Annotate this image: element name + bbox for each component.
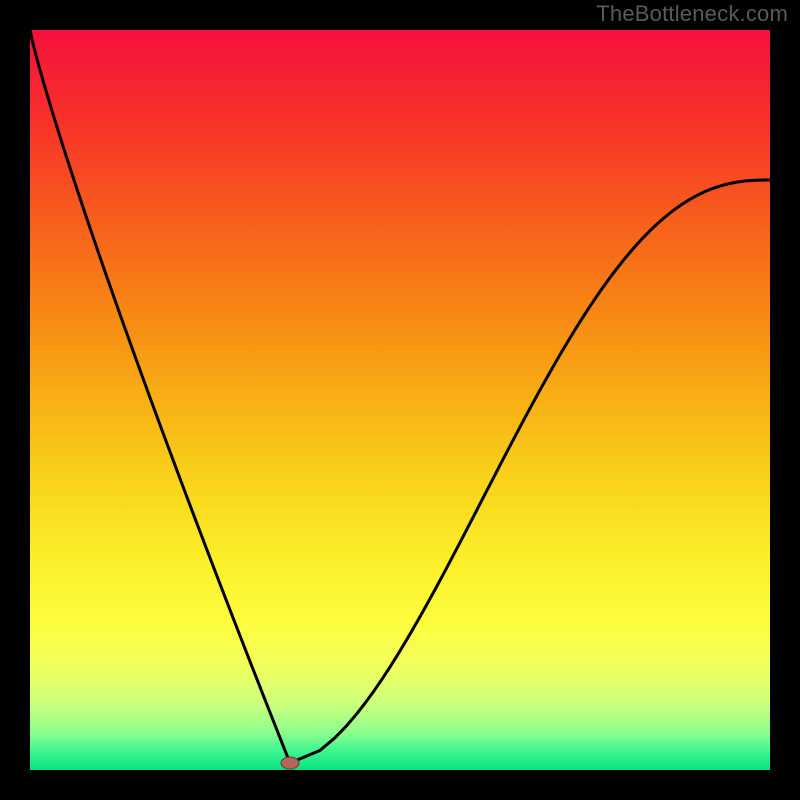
minimum-marker [281,757,299,769]
plot-background [30,30,770,770]
watermark-text: TheBottleneck.com [596,1,788,27]
bottleneck-chart [0,0,800,800]
